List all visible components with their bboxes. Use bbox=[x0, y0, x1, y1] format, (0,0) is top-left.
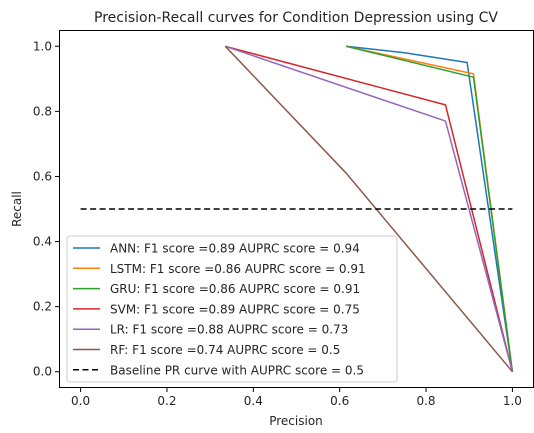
legend-label: ANN: F1 score =0.89 AUPRC score = 0.94 bbox=[110, 242, 360, 256]
x-axis-label: Precision bbox=[269, 414, 323, 428]
x-tick-label: 0.4 bbox=[244, 394, 263, 408]
y-tick-label: 0.4 bbox=[33, 235, 52, 249]
series-line-0 bbox=[346, 45, 514, 372]
y-tick-label: 0.6 bbox=[33, 169, 52, 183]
y-tick-label: 0.0 bbox=[33, 365, 52, 379]
legend: ANN: F1 score =0.89 AUPRC score = 0.94 LS… bbox=[66, 235, 398, 383]
y-axis-label: Recall bbox=[10, 191, 24, 227]
legend-label: RF: F1 score =0.74 AUPRC score = 0.5 bbox=[110, 343, 340, 357]
series-line-4 bbox=[225, 45, 514, 372]
x-tick-label: 0.8 bbox=[416, 394, 435, 408]
legend-box bbox=[66, 235, 398, 383]
x-tick-label: 0.6 bbox=[330, 394, 349, 408]
legend-label: GRU: F1 score =0.86 AUPRC score = 0.91 bbox=[110, 282, 360, 296]
legend-label: Baseline PR curve with AUPRC score = 0.5 bbox=[110, 363, 364, 377]
y-tick-label: 0.8 bbox=[33, 104, 52, 118]
ticks-layer: 0.0 0.2 0.4 0.6 0.8 1.0 0.0 0.2 0.4 0.6 0.8 1.0 bbox=[33, 39, 522, 408]
x-tick-label: 0.0 bbox=[71, 394, 90, 408]
chart-title: Precision-Recall curves for Condition De… bbox=[94, 10, 498, 26]
legend-label: LR: F1 score =0.88 AUPRC score = 0.73 bbox=[110, 323, 348, 337]
x-tick-label: 1.0 bbox=[503, 394, 522, 408]
series-line-5 bbox=[224, 45, 513, 373]
legend-label: LSTM: F1 score =0.86 AUPRC score = 0.91 bbox=[110, 262, 366, 276]
x-tick-label: 0.2 bbox=[157, 394, 176, 408]
series-layer bbox=[80, 45, 514, 373]
legend-label: SVM: F1 score =0.89 AUPRC score = 0.75 bbox=[110, 302, 360, 316]
series-line-2 bbox=[346, 45, 514, 372]
y-tick-label: 0.2 bbox=[33, 300, 52, 314]
series-line-3 bbox=[225, 45, 514, 372]
y-tick-label: 1.0 bbox=[33, 39, 52, 53]
